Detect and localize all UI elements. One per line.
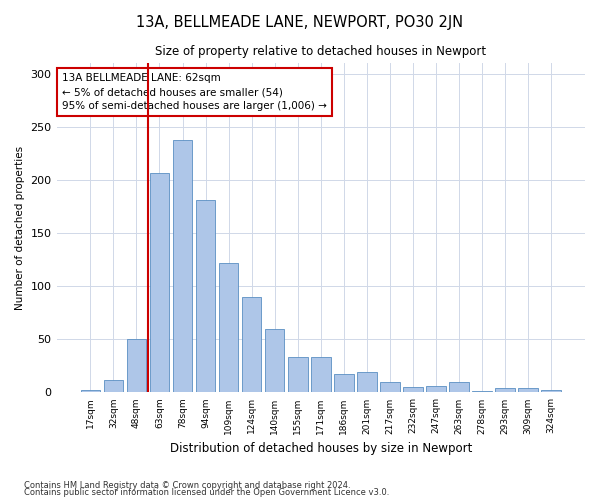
Bar (496, 388, 515, 392)
Bar (219, 263, 238, 392)
Title: Size of property relative to detached houses in Newport: Size of property relative to detached ho… (155, 45, 487, 58)
Bar (403, 387, 423, 392)
Bar (80, 390, 100, 392)
Text: 13A BELLMEADE LANE: 62sqm
← 5% of detached houses are smaller (54)
95% of semi-d: 13A BELLMEADE LANE: 62sqm ← 5% of detach… (62, 73, 327, 111)
Text: Contains HM Land Registry data © Crown copyright and database right 2024.: Contains HM Land Registry data © Crown c… (24, 480, 350, 490)
Text: Contains public sector information licensed under the Open Government Licence v3: Contains public sector information licen… (24, 488, 389, 497)
Bar (288, 358, 308, 392)
Bar (426, 386, 446, 392)
Bar (311, 358, 331, 392)
Y-axis label: Number of detached properties: Number of detached properties (15, 146, 25, 310)
Bar (173, 140, 193, 392)
Bar (104, 380, 123, 392)
Bar (380, 382, 400, 392)
X-axis label: Distribution of detached houses by size in Newport: Distribution of detached houses by size … (170, 442, 472, 455)
Bar (265, 328, 284, 392)
Bar (334, 374, 353, 392)
Bar (149, 172, 169, 392)
Bar (518, 388, 538, 392)
Bar (357, 372, 377, 392)
Text: 13A, BELLMEADE LANE, NEWPORT, PO30 2JN: 13A, BELLMEADE LANE, NEWPORT, PO30 2JN (136, 15, 464, 30)
Bar (541, 390, 561, 392)
Bar (242, 297, 262, 392)
Bar (196, 200, 215, 392)
Bar (127, 340, 146, 392)
Bar (449, 382, 469, 392)
